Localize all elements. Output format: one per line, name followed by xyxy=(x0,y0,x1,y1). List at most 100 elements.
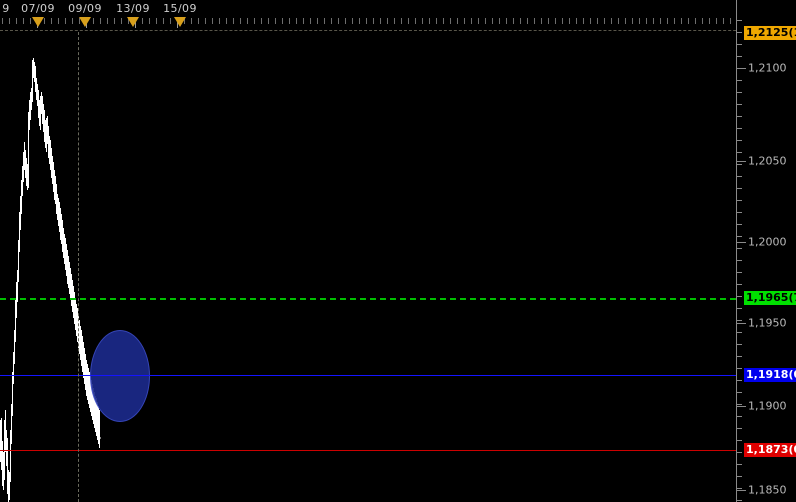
time-tick xyxy=(548,18,549,24)
price-tick-minor xyxy=(737,452,742,453)
time-tick xyxy=(324,18,325,24)
price-tick-minor xyxy=(737,296,742,297)
price-tick-minor xyxy=(737,356,742,357)
time-tick xyxy=(205,18,206,24)
take-profit-line[interactable] xyxy=(0,298,736,300)
time-tick xyxy=(226,18,227,24)
time-ruler-baseline xyxy=(0,30,796,31)
price-axis[interactable]: 1,2100 1,2050 1,2000 1,1950 1,1900 1,1850 1,2… xyxy=(736,0,796,502)
time-tick xyxy=(576,18,577,24)
entry-price-line[interactable] xyxy=(0,375,736,376)
time-tick xyxy=(296,18,297,24)
price-label-0: 1,2100 xyxy=(748,61,787,75)
time-tick xyxy=(275,18,276,24)
time-tick xyxy=(667,18,668,24)
price-tick-major xyxy=(737,161,746,162)
time-tick xyxy=(282,18,283,24)
price-tick-minor xyxy=(737,344,742,345)
time-tick xyxy=(534,18,535,24)
price-plot-area[interactable] xyxy=(0,32,736,502)
price-tick-minor xyxy=(737,260,742,261)
time-label-4: 15/09 xyxy=(163,2,197,15)
time-tick xyxy=(23,18,24,24)
time-tick xyxy=(583,18,584,24)
time-tick xyxy=(331,18,332,24)
crosshair-vertical-line xyxy=(78,32,79,502)
time-tick xyxy=(107,18,108,24)
price-tick-major xyxy=(737,406,746,407)
time-tick xyxy=(562,18,563,24)
time-tick xyxy=(58,18,59,24)
price-label-3: 1,1950 xyxy=(748,316,787,330)
time-tick xyxy=(541,18,542,24)
price-tick-minor xyxy=(737,236,742,237)
time-tick xyxy=(93,18,94,24)
time-tick xyxy=(366,18,367,24)
time-tick xyxy=(121,18,122,24)
price-tick-minor xyxy=(737,176,742,177)
time-tick xyxy=(702,18,703,24)
price-label-5: 1,1850 xyxy=(748,483,787,497)
time-tick xyxy=(730,18,731,24)
price-tick-major xyxy=(737,68,746,69)
time-tick xyxy=(506,18,507,24)
highlight-ellipse[interactable] xyxy=(90,330,150,422)
price-tick-minor xyxy=(737,392,742,393)
time-tick xyxy=(219,18,220,24)
price-tick-minor xyxy=(737,20,742,21)
price-tick-minor xyxy=(737,464,742,465)
time-tick xyxy=(247,18,248,24)
time-ruler[interactable]: 9 07/09 09/09 13/09 15/09 xyxy=(0,0,796,32)
price-tick-minor xyxy=(737,128,742,129)
take-profit-badge[interactable]: 1,1965(7) xyxy=(744,291,796,305)
time-tick xyxy=(527,18,528,24)
price-tick-minor xyxy=(737,200,742,201)
price-label-1: 1,2050 xyxy=(748,154,787,168)
price-tick-minor xyxy=(737,152,742,153)
time-tick xyxy=(646,18,647,24)
time-tick xyxy=(450,18,451,24)
time-tick xyxy=(359,18,360,24)
ask-price-badge[interactable]: 1,2125(1) xyxy=(744,26,796,40)
time-tick xyxy=(653,18,654,24)
price-tick-minor xyxy=(737,224,742,225)
price-label-2: 1,2000 xyxy=(748,235,787,249)
time-period-marker-1[interactable] xyxy=(79,17,91,27)
time-tick xyxy=(254,18,255,24)
time-tick xyxy=(394,18,395,24)
price-tick-minor xyxy=(737,308,742,309)
time-period-marker-0[interactable] xyxy=(32,17,44,27)
time-tick xyxy=(478,18,479,24)
time-tick xyxy=(44,18,45,24)
time-tick xyxy=(429,18,430,24)
price-tick-minor xyxy=(737,320,742,321)
time-tick xyxy=(674,18,675,24)
price-tick-minor xyxy=(737,140,742,141)
price-tick-minor xyxy=(737,188,742,189)
time-tick xyxy=(212,18,213,24)
time-label-0: 9 xyxy=(2,2,10,15)
stop-loss-badge[interactable]: 1,1873(0) xyxy=(744,443,796,457)
time-tick xyxy=(380,18,381,24)
time-tick xyxy=(457,18,458,24)
time-tick xyxy=(16,18,17,24)
price-tick-minor xyxy=(737,404,742,405)
time-tick xyxy=(471,18,472,24)
time-tick xyxy=(30,18,31,24)
time-period-marker-2[interactable] xyxy=(127,17,139,27)
stop-loss-line[interactable] xyxy=(0,450,736,451)
time-tick xyxy=(289,18,290,24)
time-tick xyxy=(373,18,374,24)
time-tick xyxy=(555,18,556,24)
entry-price-badge[interactable]: 1,1918(0) xyxy=(744,368,796,382)
time-period-marker-3[interactable] xyxy=(174,17,186,27)
price-tick-minor xyxy=(737,416,742,417)
time-tick xyxy=(100,18,101,24)
price-tick-minor xyxy=(737,476,742,477)
time-tick xyxy=(492,18,493,24)
time-tick xyxy=(464,18,465,24)
price-tick-minor xyxy=(737,500,742,501)
time-tick xyxy=(618,18,619,24)
time-tick xyxy=(625,18,626,24)
time-tick xyxy=(170,18,171,24)
